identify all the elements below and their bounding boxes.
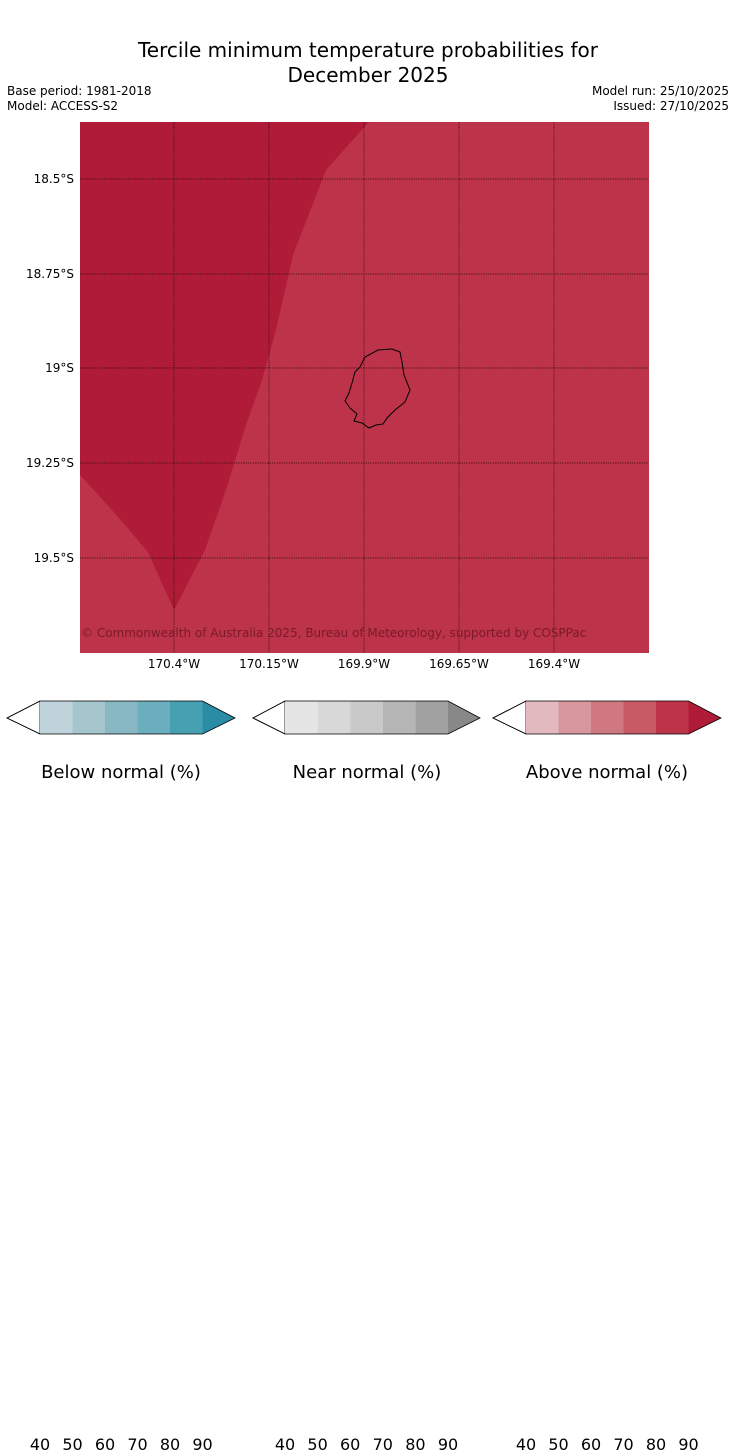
model-run: Model run: 25/10/2025	[591, 84, 729, 98]
colorbar-below-ticks: 40 50 60 70 80 90	[6, 1436, 236, 1456]
colorbar-above-outline	[492, 700, 722, 735]
colorbar-above-seg-70-80	[623, 701, 656, 734]
title-line-1: Tercile minimum temperature probabilitie…	[137, 38, 599, 62]
colorbar-near-ticks: 40 50 60 70 80 90	[252, 1436, 482, 1456]
colorbar-near-tick-90: 90	[437, 1435, 459, 1454]
lat-label-19.5: 19.5°S	[33, 551, 74, 565]
colorbar-below-max-arrow	[202, 701, 235, 734]
colorbar-near-seg-80-90	[415, 701, 448, 734]
colorbar-above-seg-60-70	[591, 701, 624, 734]
lat-label-19.25: 19.25°S	[26, 456, 74, 470]
colorbar-near-seg-40-50	[285, 701, 318, 734]
colorbar-above-tick-90: 90	[678, 1435, 699, 1454]
colorbar-below-seg-80-90	[170, 701, 203, 734]
lon-label-169.65: 169.65°W	[429, 657, 489, 671]
map-title: Tercile minimum temperature probabilitie…	[0, 38, 736, 88]
region-above-90-plus	[80, 122, 369, 610]
copyright-text: © Commonwealth of Australia 2025, Bureau…	[81, 626, 586, 640]
model-name: Model: ACCESS-S2	[7, 99, 119, 113]
meta-left: Base period: 1981-2018 Model: ACCESS-S2	[7, 84, 152, 114]
colorbar-above-normal: 40 50 60 70 80 90 Above normal (%)	[492, 700, 722, 1454]
colorbar-near-seg-50-60	[317, 701, 351, 734]
colorbar-above-seg-40-50	[526, 701, 559, 734]
title-line-2: December 2025	[287, 63, 449, 87]
map-panel: © Commonwealth of Australia 2025, Bureau…	[80, 122, 649, 653]
colorbar-near-normal-svg	[252, 700, 481, 735]
colorbar-near-seg-60-70	[350, 701, 383, 734]
colorbar-above-seg-80-90	[656, 701, 689, 734]
colorbar-above-min-arrow	[492, 700, 527, 735]
lon-label-169.4: 169.4°W	[527, 657, 581, 671]
colorbar-near-min-arrow	[252, 700, 286, 735]
lon-label-169.9: 169.9°W	[337, 657, 391, 671]
colorbar-near-label: Near normal (%)	[292, 762, 442, 783]
meta-right: Model run: 25/10/2025 Issued: 27/10/2025	[592, 84, 729, 114]
colorbar-above-seg-50-60	[558, 701, 591, 734]
colorbar-below-tick-90: 90	[192, 1435, 213, 1454]
lat-label-18.75: 18.75°S	[26, 267, 74, 281]
colorbar-below-label: Below normal (%)	[41, 762, 201, 783]
colorbar-above-max-arrow	[688, 701, 721, 734]
colorbar-below-seg-50-60	[72, 701, 105, 734]
colorbar-near-max-arrow	[448, 701, 480, 734]
base-period: Base period: 1981-2018	[7, 84, 152, 98]
lat-label-19: 19°S	[45, 361, 74, 375]
colorbar-below-seg-60-70	[105, 701, 138, 734]
niue-island-outline	[344, 348, 411, 429]
colorbar-below-normal: 40 50 60 70 80 90 Below normal (%)	[6, 700, 236, 1454]
colorbar-below-normal-svg	[6, 700, 236, 735]
lon-label-170.15: 170.15°W	[239, 657, 299, 671]
colorbar-below-outline	[6, 700, 236, 735]
colorbar-near-normal: 40 50 60 70 80 90 Near normal (%)	[252, 700, 482, 1454]
colorbar-below-seg-70-80	[137, 701, 170, 734]
colorbar-near-outline	[252, 700, 481, 735]
lon-label-170.4: 170.4°W	[147, 657, 201, 671]
colorbar-near-seg-70-80	[382, 701, 416, 734]
colorbar-below-seg-40-50	[40, 701, 73, 734]
graticule	[80, 122, 649, 653]
colorbar-above-ticks: 40 50 60 70 80 90	[492, 1436, 722, 1456]
lat-label-18.5: 18.5°S	[33, 172, 74, 186]
colorbar-below-min-arrow	[6, 700, 41, 735]
issued-date: Issued: 27/10/2025	[613, 99, 729, 113]
colorbar-above-normal-svg	[492, 700, 722, 735]
colorbar-above-label: Above normal (%)	[525, 762, 689, 783]
